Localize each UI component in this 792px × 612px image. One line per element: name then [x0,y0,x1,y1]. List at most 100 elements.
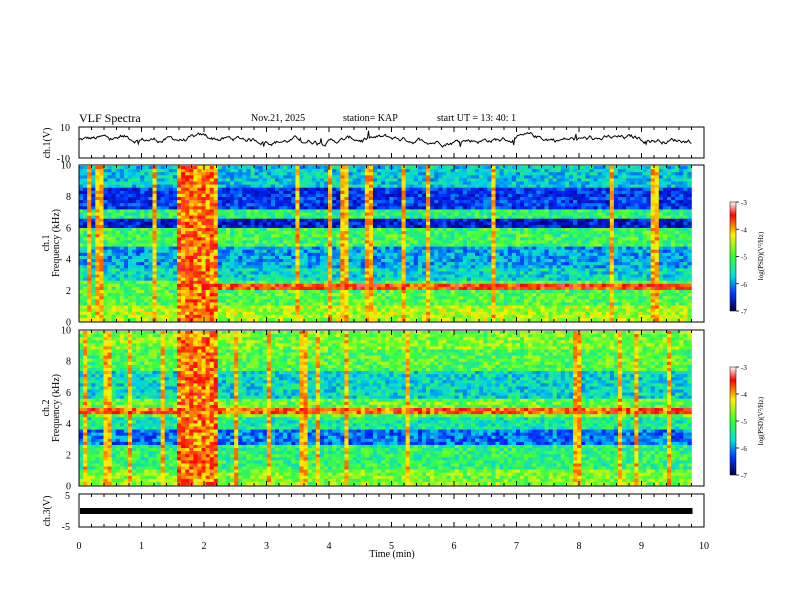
spectrogram-cell [438,286,443,291]
spectrogram-cell [164,255,170,260]
spectrogram-cell [132,277,137,281]
spectrogram-cell [340,175,345,179]
spectrogram-cell [193,274,198,278]
spectrogram-cell [397,290,402,294]
spectrogram-cell [246,240,251,244]
spectrogram-cell [417,243,423,247]
spectrogram-cell [226,231,231,235]
spectrogram-cell [442,286,447,291]
spectrogram-cell [115,308,121,312]
spectrogram-cell [156,280,161,285]
spectrogram-cell [340,212,345,216]
spectrogram-cell [356,234,362,238]
spectrogram-cell [303,197,308,201]
spectrogram-cell [352,221,357,226]
spectrogram-cell [258,314,264,319]
spectrogram-cell [123,193,129,198]
spectrogram-cell [303,296,308,300]
spectrogram-cell [364,277,370,281]
spectrogram-cell [287,206,292,210]
spectrogram-cell [226,240,231,244]
spectrogram-cell [283,184,288,188]
spectrogram-cell [148,187,153,192]
spectrogram-cell [172,206,178,210]
spectrogram-cell [185,197,190,201]
spectrogram-cell [132,228,137,232]
spectrogram-cell [324,252,329,257]
spectrogram-cell [454,283,460,288]
spectrogram-cell [254,262,259,266]
spectrogram-cell [454,246,460,250]
spectrogram-cell [266,280,272,285]
spectrogram-cell [352,311,357,316]
spectrogram-cell [164,184,170,188]
spectrogram-cell [466,252,472,257]
spectrogram-cell [160,308,166,312]
spectrogram-cell [475,181,480,185]
spectrogram-cell [377,255,382,260]
spectrogram-cell [368,314,374,319]
spectrogram-cell [209,203,215,207]
spectrogram-cell [434,271,439,275]
spectrogram-cell [123,206,129,210]
spectrogram-cell [213,197,219,201]
spectrogram-cell [475,206,480,210]
spectrogram-cell [262,206,268,210]
spectrogram-cell [230,184,235,188]
spectrogram-cell [123,252,129,257]
spectrogram-cell [458,187,464,192]
spectrogram-cell [270,190,276,195]
spectrogram-cell [295,302,300,306]
spectrogram-cell [152,234,157,238]
spectrogram-cell [213,175,219,179]
spectrogram-cell [111,224,117,229]
spectrogram-cell [283,265,288,269]
spectrogram-cell [430,206,435,210]
spectrogram-cell [283,243,288,247]
spectrogram-cell [234,212,239,216]
spectrogram-cell [238,265,243,269]
spectrogram-cell [258,234,264,238]
spectrogram-cell [471,271,476,275]
spectrogram-cell [140,293,145,297]
spectrogram-cell [217,299,223,303]
spectrogram-cell [430,299,435,303]
spectrogram-cell [172,169,178,173]
spectrogram-cell [91,317,96,322]
spectrogram-cell [270,193,276,198]
ch1-spectrogram-panel [78,164,705,323]
spectrogram-cell [221,262,227,266]
spectrogram-cell [221,215,227,219]
spectrogram-cell [438,209,443,213]
spectrogram-cell [205,249,210,254]
spectrogram-cell [458,299,464,303]
spectrogram-cell [352,206,357,210]
spectrogram-cell [177,249,182,254]
spectrogram-cell [111,283,117,288]
spectrogram-cell [270,249,276,254]
spectrogram-cell [152,175,157,179]
spectrogram-cell [119,218,125,223]
spectrogram-cell [332,252,337,257]
spectrogram-cell [462,268,468,272]
spectrogram-cell [471,184,476,188]
spectrogram-cell [340,169,345,173]
spectrogram-cell [258,317,264,322]
spectrogram-cell [385,224,390,229]
spectrogram-cell [152,181,157,185]
spectrogram-cell [209,193,215,198]
spectrogram-cell [422,215,427,219]
spectrogram-cell [103,314,108,319]
spectrogram-cell [209,308,215,312]
spectrogram-cell [303,302,308,306]
spectrogram-cell [189,265,194,269]
spectrogram-cell [381,280,386,285]
spectrogram-cell [99,228,104,232]
spectrogram-cell [446,240,451,244]
spectrogram-cell [115,178,121,182]
spectrogram-cell [262,255,268,260]
spectrogram-cell [417,172,423,176]
spectrogram-cell [471,280,476,285]
spectrogram-cell [409,268,415,272]
spectrogram-cell [348,314,353,319]
